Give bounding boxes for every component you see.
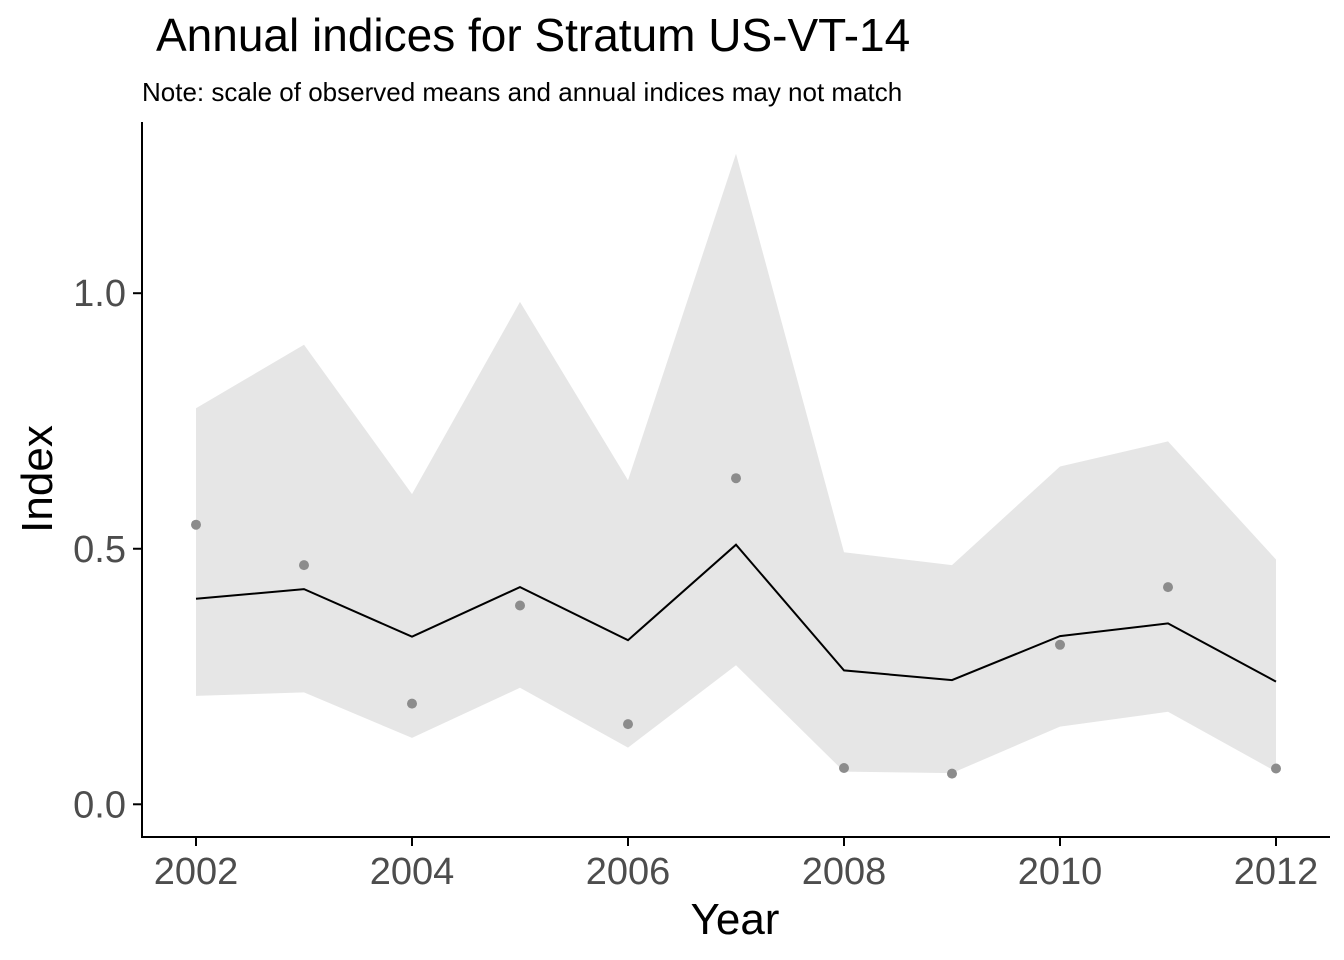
index-line-layer [195, 543, 1277, 683]
observed-mean-point [1163, 582, 1173, 593]
observed-means-layer [191, 473, 1281, 779]
chart-title: Annual indices for Stratum US-VT-14 [156, 9, 911, 61]
x-ticks: 2002 2004 2006 2008 2010 2012 [154, 837, 1319, 893]
chart-subtitle: Note: scale of observed means and annual… [142, 77, 903, 107]
observed-mean-point [731, 473, 741, 484]
observed-mean-point [1055, 639, 1065, 650]
x-tick-label: 2002 [154, 851, 239, 893]
y-ticks: 0.0 0.5 1.0 [73, 273, 142, 826]
observed-mean-point [623, 719, 633, 730]
observed-mean-point [407, 698, 417, 709]
y-tick-label: 0.5 [73, 529, 126, 571]
confidence-ribbon [196, 153, 1276, 774]
observed-mean-point [191, 519, 201, 530]
y-axis-title: Index [13, 425, 62, 533]
observed-mean-point [947, 768, 957, 779]
x-tick-label: 2012 [1234, 851, 1319, 893]
observed-mean-point [839, 763, 849, 773]
observed-mean-point [1271, 763, 1281, 774]
x-tick-label: 2006 [586, 851, 671, 893]
axes [141, 122, 1330, 838]
x-tick-label: 2010 [1018, 851, 1103, 893]
observed-mean-point [299, 560, 309, 571]
x-tick-label: 2008 [802, 851, 887, 893]
x-tick-label: 2004 [370, 851, 455, 893]
annual-index-line [195, 543, 1277, 683]
observed-mean-point [515, 600, 525, 611]
x-axis-title: Year [691, 895, 780, 944]
y-tick-label: 1.0 [73, 273, 126, 315]
confidence-ribbon-layer [196, 153, 1276, 774]
y-tick-label: 0.0 [73, 784, 126, 826]
